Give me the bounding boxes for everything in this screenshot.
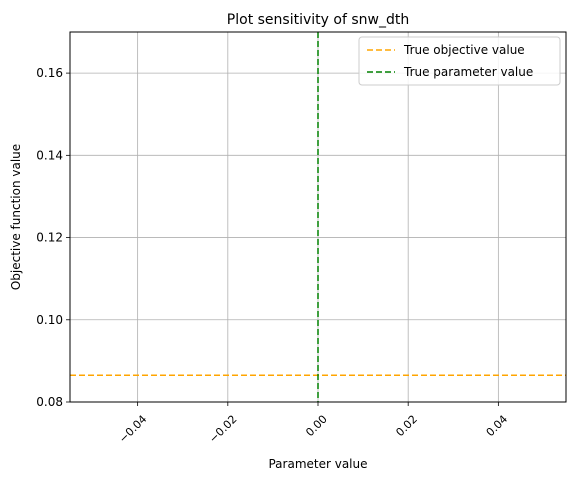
x-axis-ticks: −0.04 −0.02 0.00 0.02 0.04 [116, 402, 510, 446]
y-axis-label: Objective function value [9, 144, 23, 290]
y-axis-ticks: 0.08 0.10 0.12 0.14 0.16 [36, 66, 70, 409]
x-tick-label: 0.02 [393, 413, 420, 440]
series [70, 32, 566, 402]
x-tick-label: −0.04 [116, 413, 149, 446]
y-tick-label: 0.12 [36, 231, 63, 245]
y-tick-label: 0.08 [36, 395, 63, 409]
legend: True objective value True parameter value [358, 36, 561, 86]
y-tick-label: 0.14 [36, 148, 63, 162]
x-tick-label: 0.00 [303, 413, 330, 440]
x-tick-label: −0.02 [207, 413, 240, 446]
y-tick-label: 0.16 [36, 66, 63, 80]
chart-title: Plot sensitivity of snw_dth [227, 12, 409, 28]
x-tick-label: 0.04 [484, 413, 511, 440]
x-axis-label: Parameter value [268, 457, 367, 471]
legend-label: True objective value [403, 43, 525, 57]
legend-label: True parameter value [403, 65, 533, 79]
y-tick-label: 0.10 [36, 313, 63, 327]
legend-box [358, 36, 561, 86]
